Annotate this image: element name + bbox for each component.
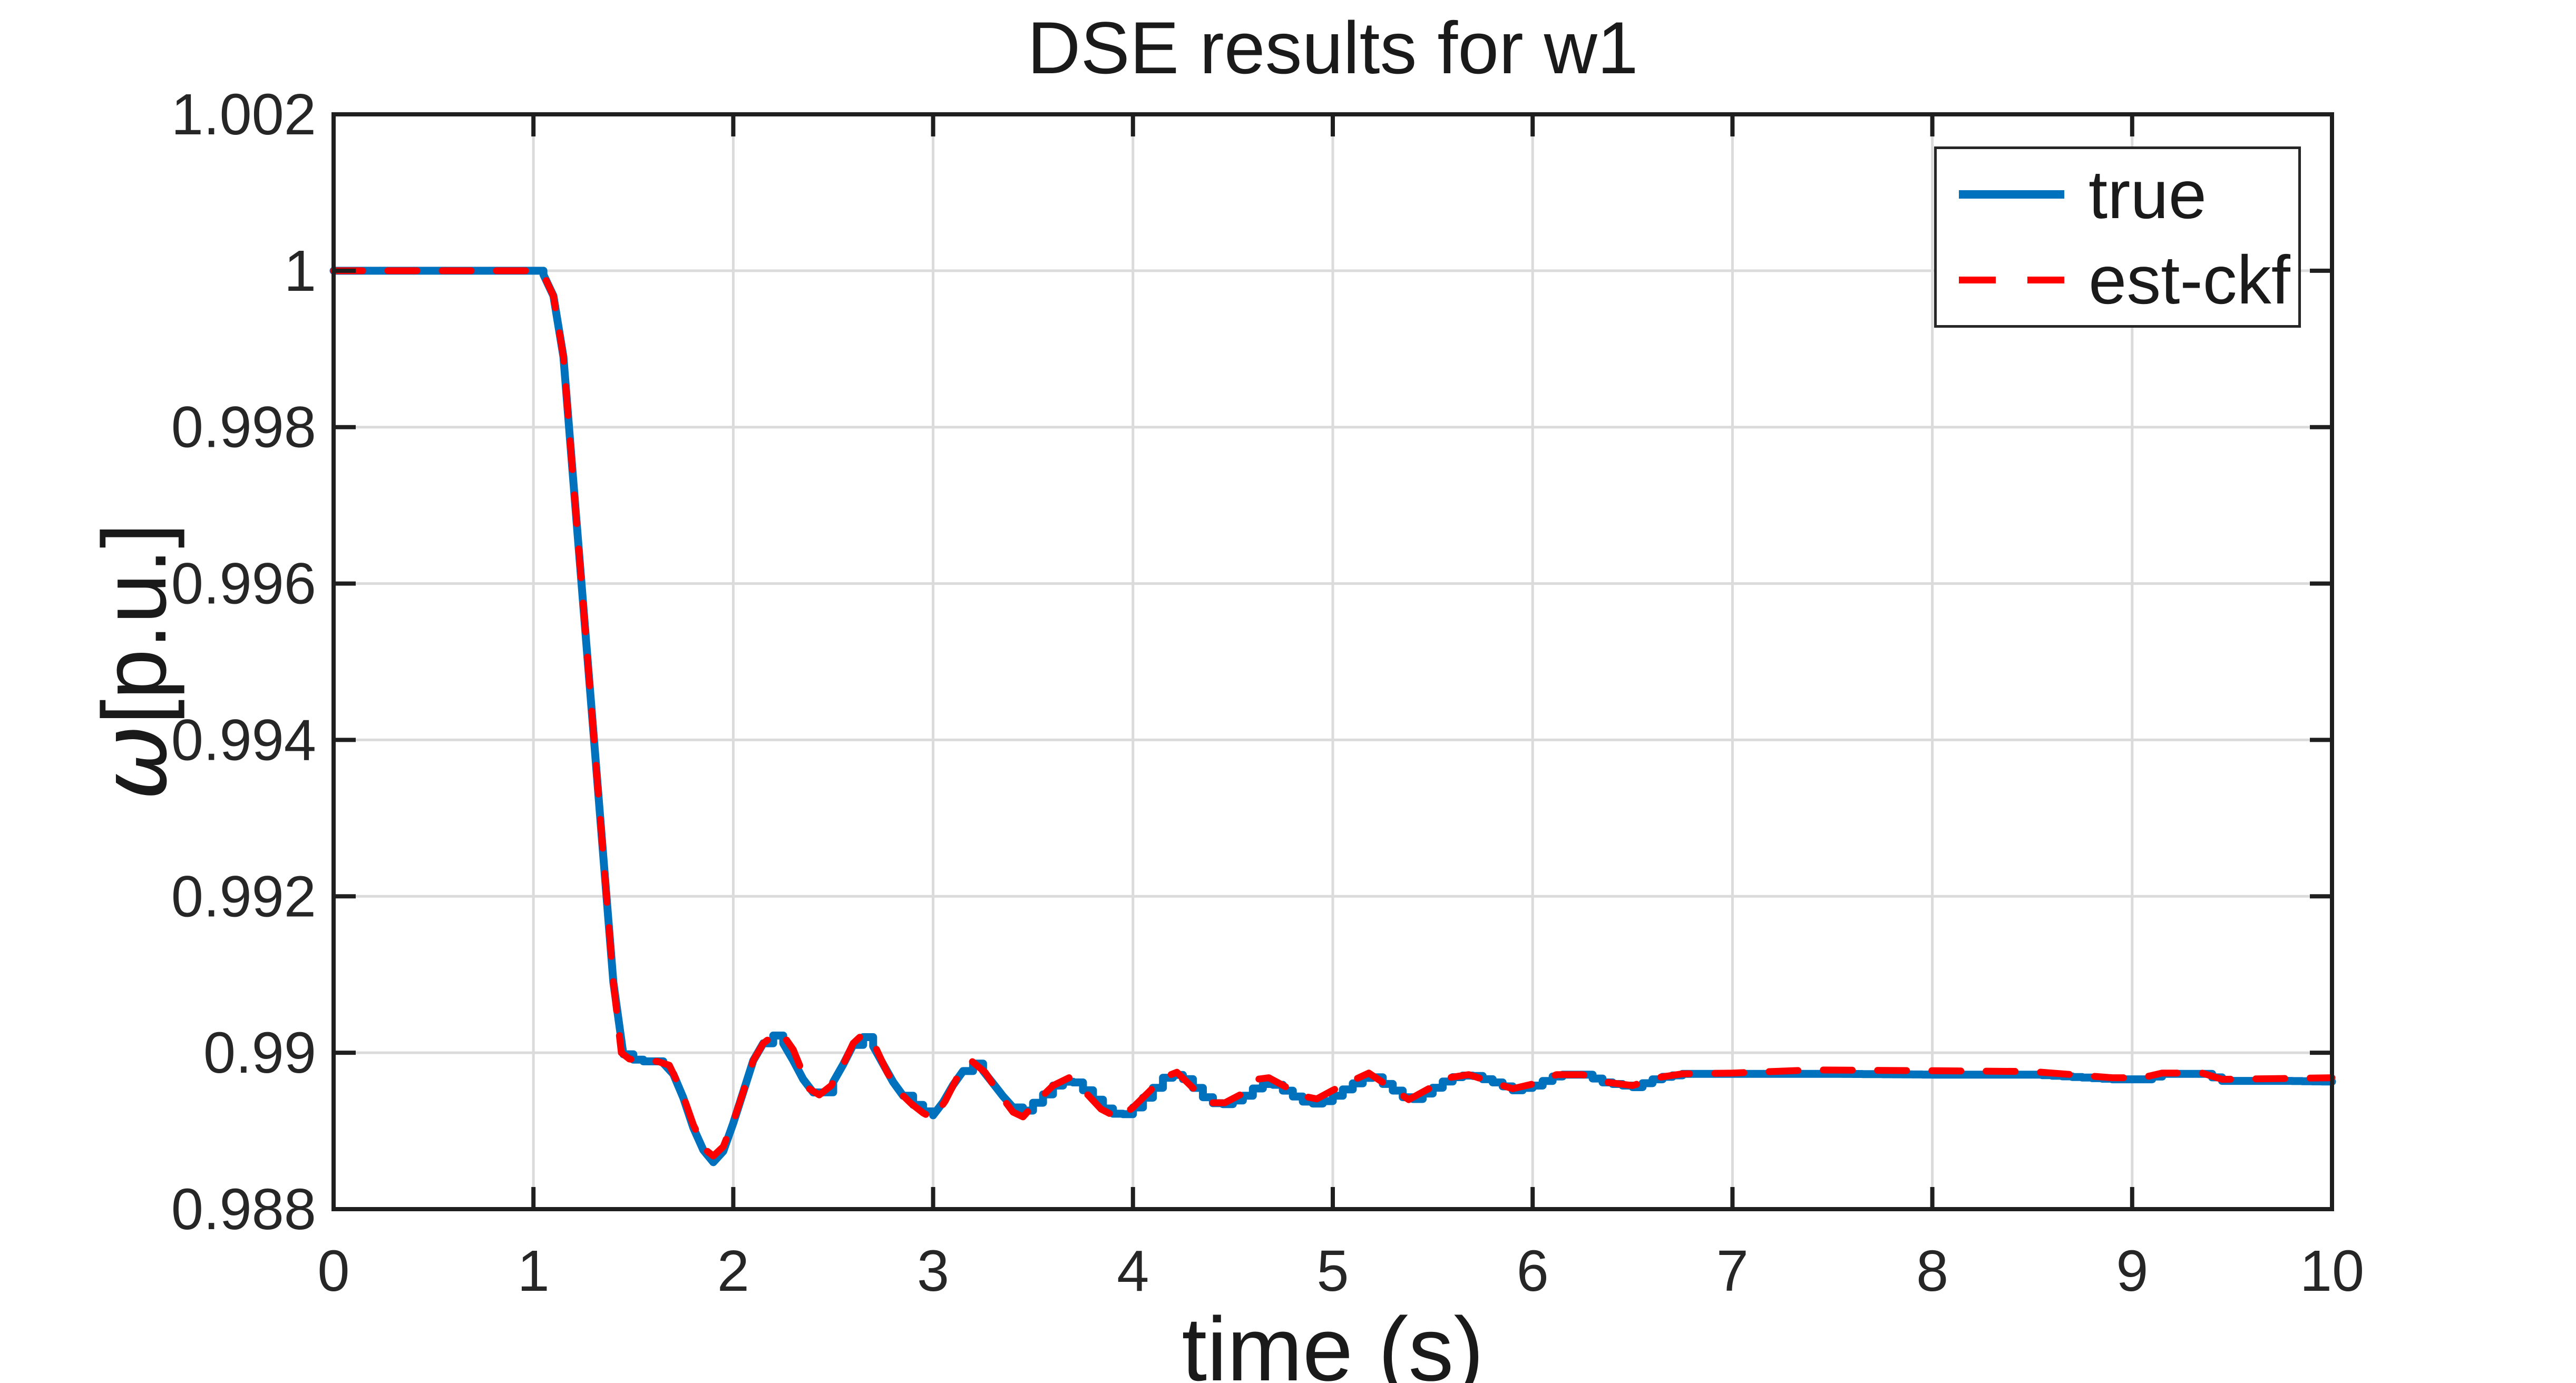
x-axis-label: time (s) [1182,1299,1484,1383]
x-tick-label: 8 [1916,1239,1948,1303]
y-tick-label: 0.996 [171,552,316,616]
y-axis-unit: [p.u.] [84,523,185,725]
legend-item-true[interactable]: true [1937,149,2298,240]
legend-item-est-ckf[interactable]: est-ckf [1937,234,2298,325]
x-tick-label: 3 [917,1239,949,1303]
legend-box[interactable]: true est-ckf [1934,146,2301,328]
x-tick-label: 10 [2300,1239,2364,1303]
y-tick-label: 1 [284,239,316,303]
y-axis-label: ω[p.u.] [81,451,187,872]
y-tick-label: 0.992 [171,864,316,929]
x-tick-label: 9 [2116,1239,2148,1303]
x-tick-label: 0 [317,1239,349,1303]
x-tick-label: 7 [1716,1239,1749,1303]
y-tick-label: 0.994 [171,708,316,772]
x-tick-label: 4 [1117,1239,1149,1303]
legend-line-est-ckf [1959,276,2064,283]
legend-label-true: true [2089,156,2207,233]
x-tick-label: 6 [1517,1239,1549,1303]
x-tick-label: 2 [717,1239,749,1303]
x-tick-label: 5 [1316,1239,1349,1303]
y-tick-label: 0.99 [203,1021,316,1085]
y-tick-label: 1.002 [171,82,316,147]
series-line-true [329,267,2336,1166]
legend-line-true [1959,190,2064,199]
x-tick-label: 1 [518,1239,550,1303]
omega-symbol: ω [81,724,187,801]
y-tick-label: 0.998 [171,395,316,460]
chart-title: DSE results for w1 [1027,6,1638,89]
y-tick-label: 0.988 [171,1177,316,1242]
series-line-est-ckf [330,267,2336,1160]
legend-label-est-ckf: est-ckf [2089,241,2290,318]
